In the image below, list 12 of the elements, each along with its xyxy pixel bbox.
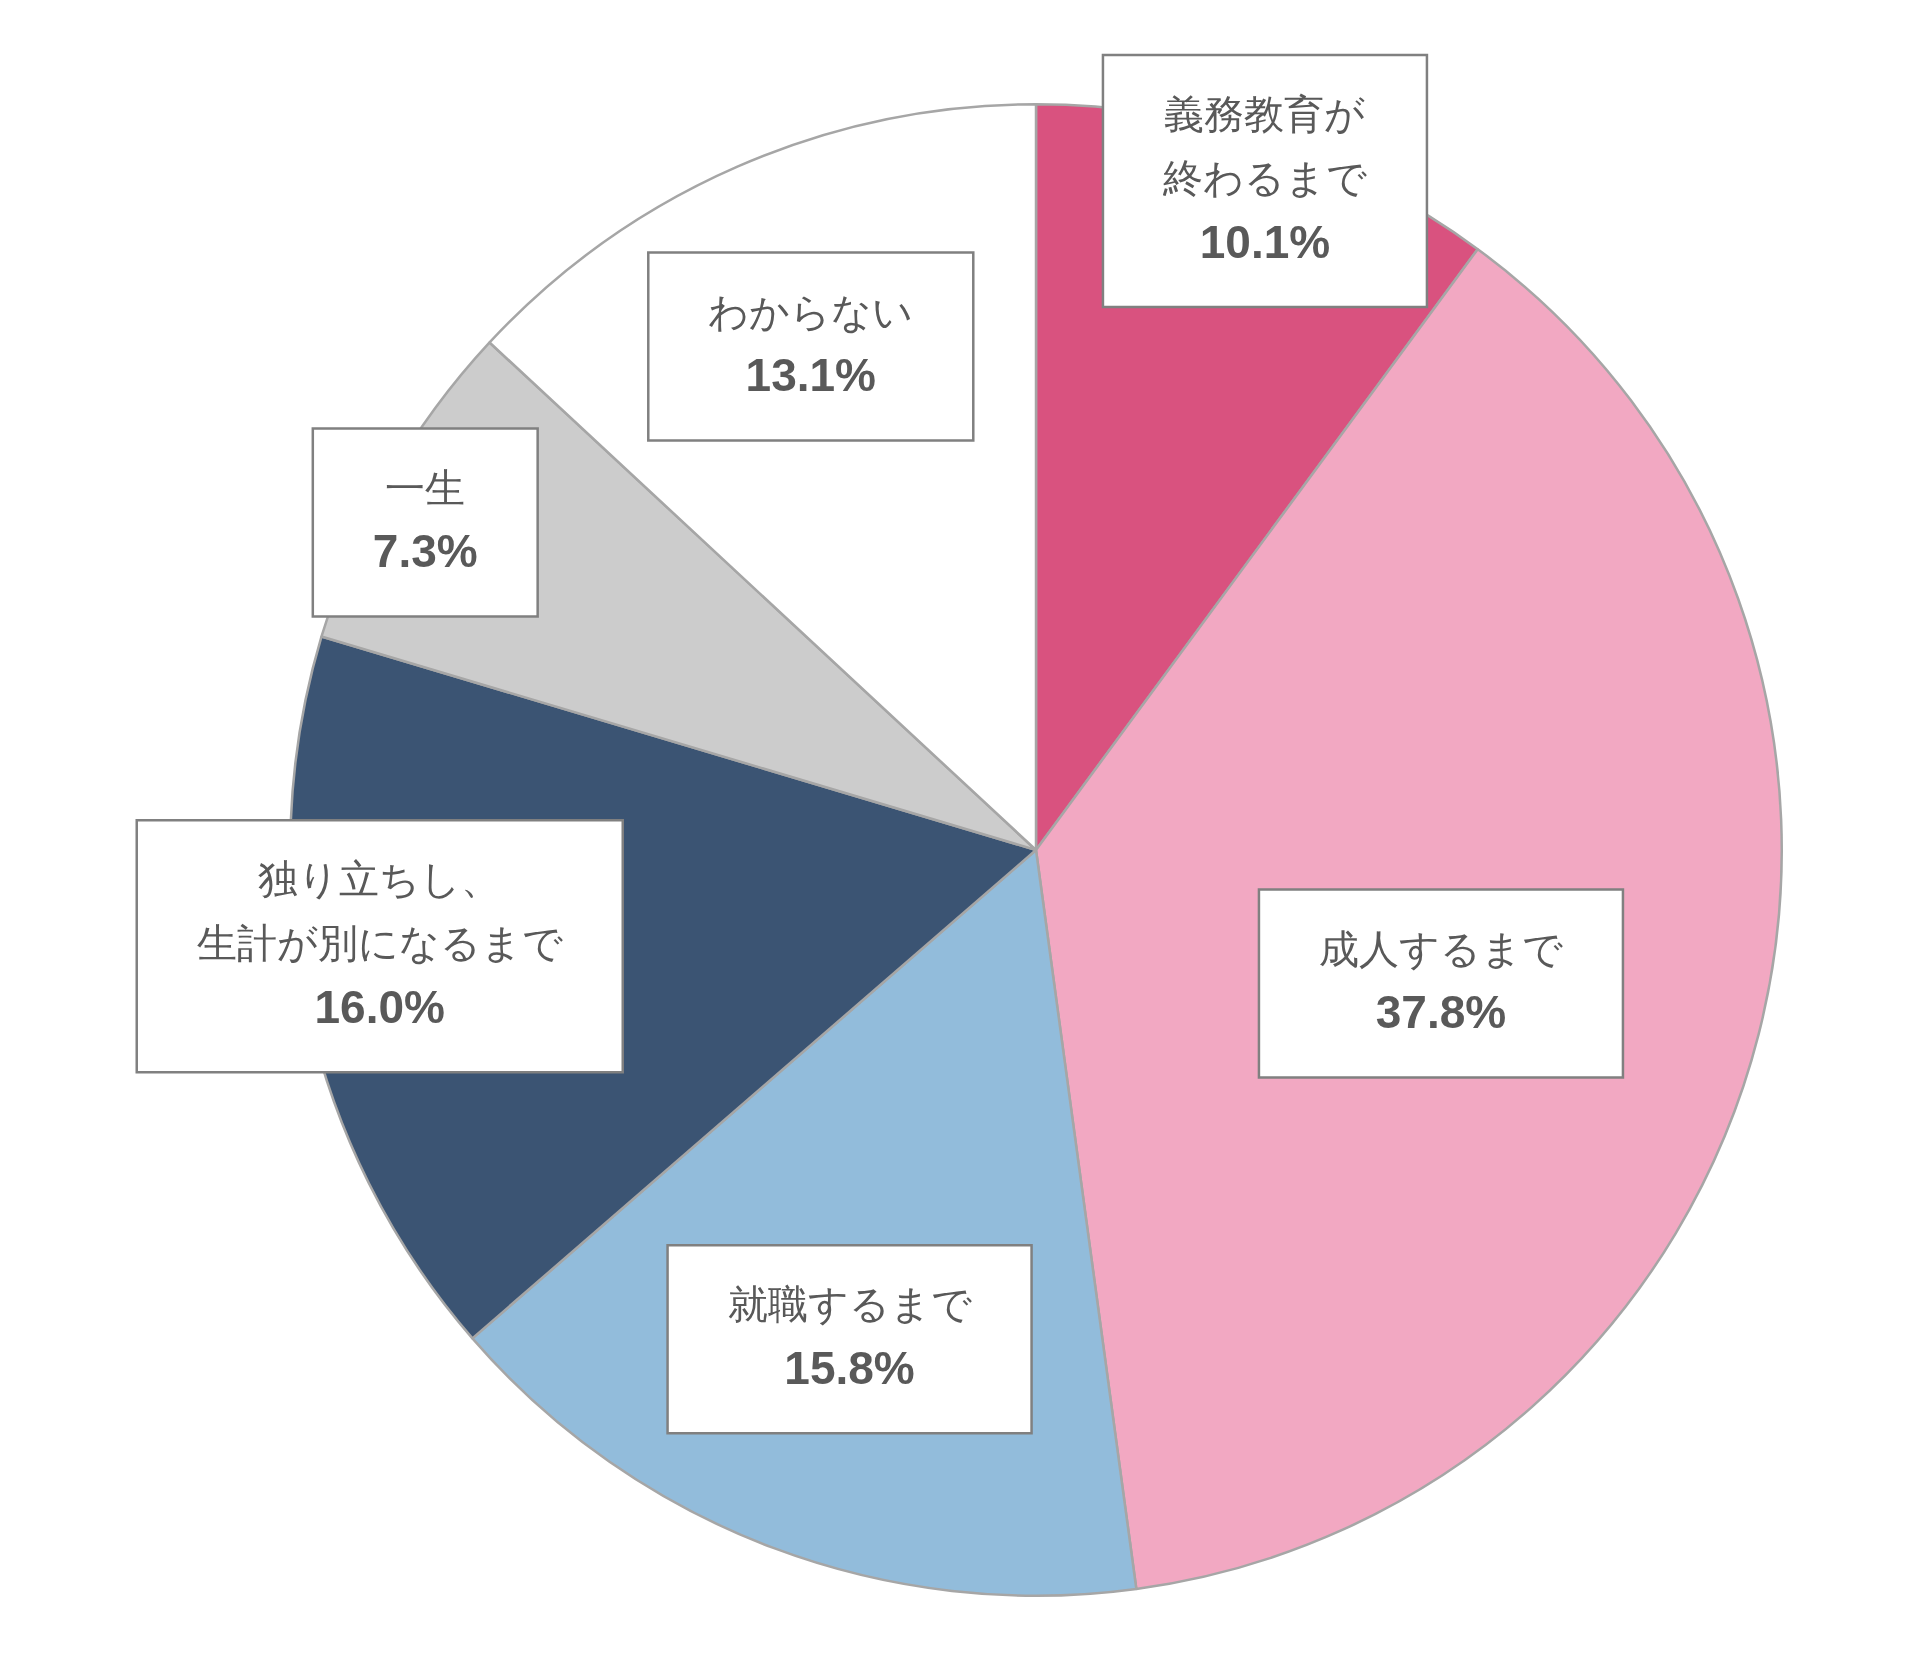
data-label: 16.0%	[314, 980, 445, 1033]
data-label: 15.8%	[784, 1341, 915, 1394]
data-label: 10.1%	[1199, 215, 1331, 268]
slice-label: 独り立ちし、生計が別になるまで	[196, 857, 563, 966]
data-label: 37.8%	[1375, 986, 1507, 1039]
slice-label: わからない	[708, 289, 914, 334]
data-label: 7.3%	[372, 525, 478, 578]
slice-label: 一生	[385, 465, 466, 510]
slice-label: 就職するまで	[727, 1282, 972, 1327]
slice-label: 成人するまで	[1318, 926, 1563, 971]
slice-label: 義務教育が終わるまで	[1161, 92, 1367, 201]
data-label: 13.1%	[745, 349, 876, 402]
